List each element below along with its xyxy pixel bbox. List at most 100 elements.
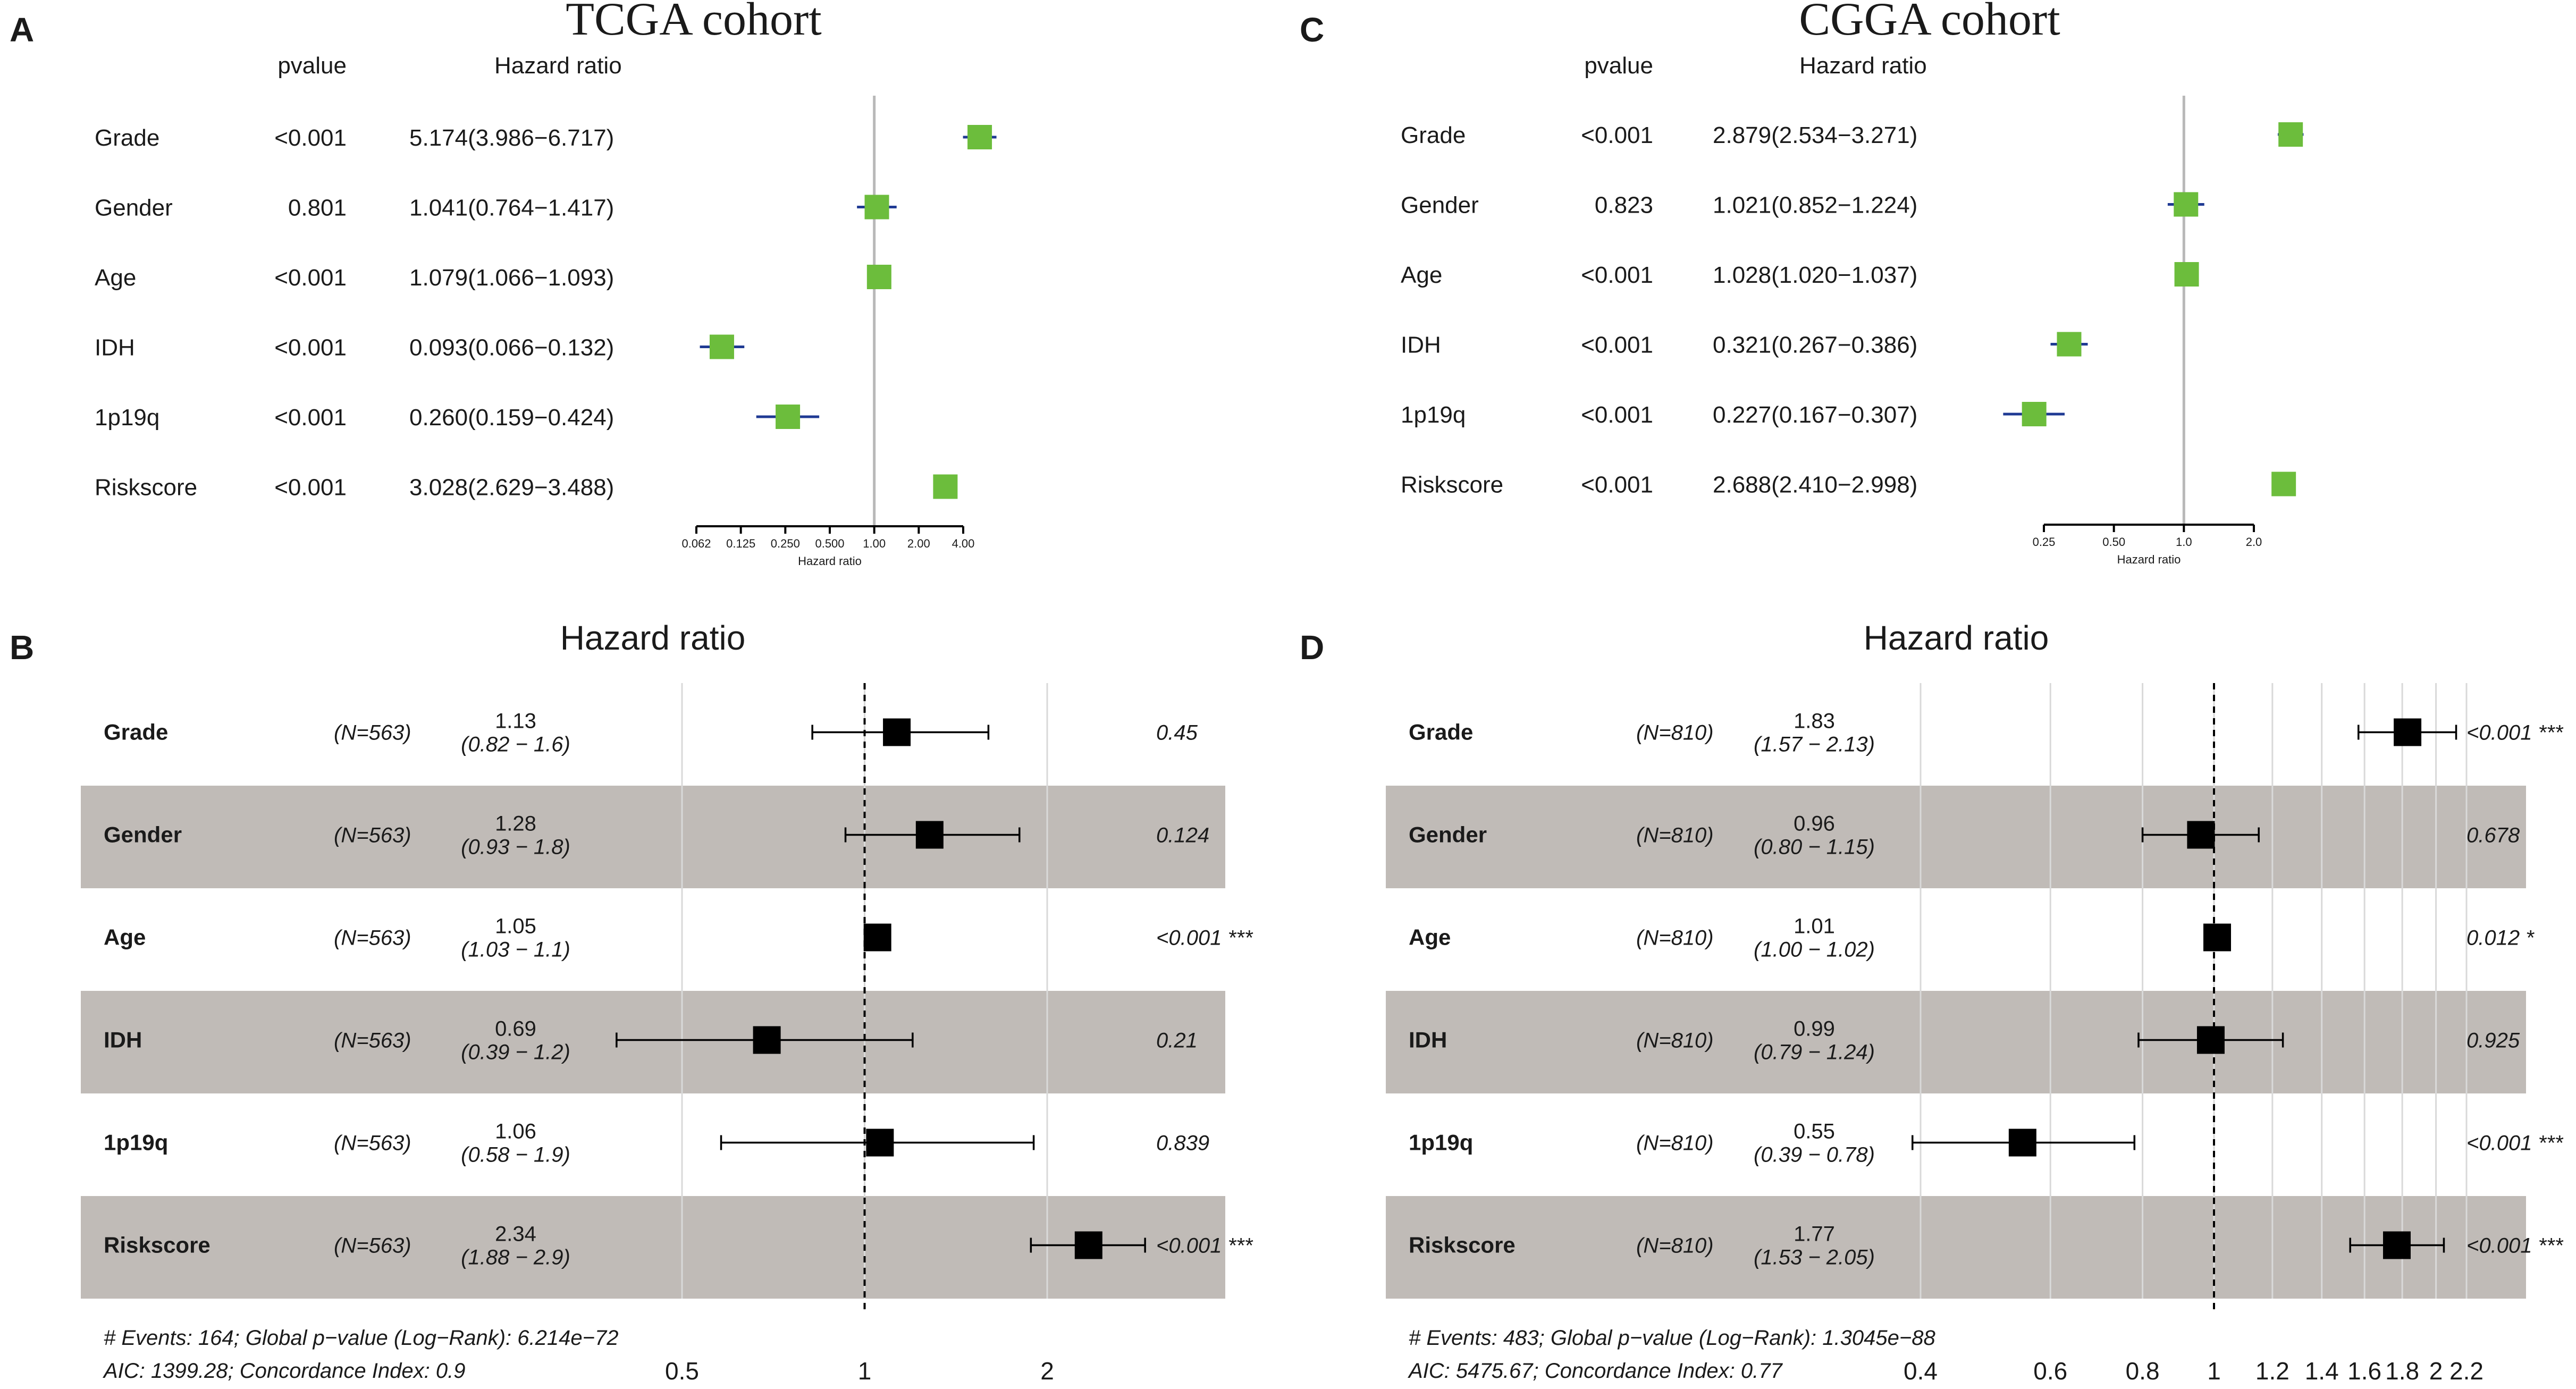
panel-title: TCGA cohort — [566, 0, 822, 45]
panel-title: CGGA cohort — [1799, 0, 2060, 45]
row-pvalue: 0.839 — [1156, 1132, 1209, 1155]
row-pvalue: <0.001 *** — [1156, 927, 1253, 950]
row-ci-text: (0.79 − 1.24) — [1754, 1041, 1875, 1064]
row-pvalue: 0.21 — [1156, 1029, 1198, 1053]
panel-d: D Hazard ratio Grade (N=810) 1.83(1.57 − 2.1… — [1300, 619, 2564, 1385]
row-label: Riskscore — [95, 475, 197, 501]
x-tick-label: 1.0 — [2176, 535, 2192, 549]
row-pvalue: <0.001 — [1581, 332, 1653, 358]
row-label: Age — [1401, 262, 1442, 288]
row-label: Gender — [1409, 822, 1487, 847]
hr-marker — [883, 718, 911, 746]
forest-row: Gender 0.823 1.021(0.852−1.224) — [1401, 192, 2204, 218]
forest-row: IDH <0.001 0.093(0.066−0.132) — [95, 334, 745, 361]
row-ci-text: (0.80 − 1.15) — [1754, 836, 1875, 859]
x-tick-label: 0.8 — [2126, 1357, 2160, 1385]
row-pvalue: <0.001 *** — [1156, 1234, 1253, 1258]
row-n: (N=810) — [1636, 1132, 1714, 1155]
hr-marker — [933, 474, 958, 499]
row-hr-value: 0.99 — [1794, 1017, 1835, 1041]
row-label: 1p19q — [95, 405, 159, 431]
row-ci-text: (1.57 − 2.13) — [1754, 733, 1875, 756]
row-pvalue: <0.001 — [274, 405, 347, 431]
x-tick-label: 4.00 — [952, 537, 975, 550]
x-tick-label: 2 — [1040, 1357, 1054, 1385]
row-label: Riskscore — [104, 1233, 211, 1258]
forest-row: IDH (N=563) 0.69(0.39 − 1.2) 0.21 — [104, 1017, 1198, 1064]
row-pvalue: <0.001 — [274, 265, 347, 291]
x-tick-label: 1.00 — [863, 537, 886, 550]
row-n: (N=810) — [1636, 927, 1714, 950]
row-label: Riskscore — [1401, 472, 1503, 498]
row-pvalue: 0.925 — [2466, 1029, 2520, 1053]
hr-marker — [915, 821, 944, 849]
x-tick-label: 0.50 — [2102, 535, 2125, 549]
panel-letter-d: D — [1300, 628, 1324, 667]
row-hazard-ratio-text: 1.041(0.764−1.417) — [409, 195, 614, 221]
row-hr-value: 1.13 — [495, 710, 536, 733]
row-pvalue: <0.001 — [1581, 402, 1653, 428]
forest-row: Grade (N=810) 1.83(1.57 − 2.13) <0.001 *** — [1409, 710, 2564, 756]
x-tick-label: 2.0 — [2246, 535, 2262, 549]
forest-row: Grade (N=563) 1.13(0.82 − 1.6) 0.45 — [104, 710, 1198, 756]
forest-row: Grade <0.001 5.174(3.986−6.717) — [95, 125, 997, 151]
row-n: (N=810) — [1636, 1234, 1714, 1258]
forest-row: Age (N=563) 1.05(1.03 − 1.1) <0.001 *** — [104, 915, 1253, 962]
row-ci-text: (0.93 − 1.8) — [461, 836, 570, 859]
row-hazard-ratio-text: 1.028(1.020−1.037) — [1713, 262, 1917, 288]
x-tick-label: 1.4 — [2305, 1357, 2339, 1385]
row-pvalue: 0.124 — [1156, 824, 1209, 847]
row-hr-value: 1.01 — [1794, 915, 1835, 938]
row-n: (N=810) — [1636, 1029, 1714, 1053]
row-label: Gender — [95, 195, 173, 221]
panel-letter-c: C — [1300, 11, 1324, 49]
x-tick-label: 0.25 — [2033, 535, 2056, 549]
hr-marker — [2008, 1129, 2036, 1157]
forest-row: 1p19q <0.001 0.227(0.167−0.307) — [1401, 402, 2065, 428]
hr-marker — [866, 265, 891, 289]
row-stripe — [81, 786, 1225, 888]
row-label: 1p19q — [104, 1130, 168, 1155]
row-hr-value: 2.34 — [495, 1223, 536, 1246]
x-tick-label: 1.8 — [2385, 1357, 2419, 1385]
forest-row: Riskscore <0.001 2.688(2.410−2.998) — [1401, 472, 2296, 498]
row-n: (N=810) — [1636, 824, 1714, 847]
row-pvalue: 0.45 — [1156, 721, 1198, 745]
x-tick-label: 0.125 — [726, 537, 755, 550]
row-n: (N=563) — [334, 1234, 411, 1258]
x-tick-label: 0.4 — [1904, 1357, 1938, 1385]
row-hr-value: 1.83 — [1794, 710, 1835, 733]
hr-marker — [967, 125, 992, 149]
row-pvalue: 0.678 — [2466, 824, 2520, 847]
row-pvalue: <0.001 — [1581, 122, 1653, 148]
column-header-hazard-ratio: Hazard ratio — [1799, 53, 1927, 79]
row-hr-value: 1.06 — [495, 1120, 536, 1143]
x-tick-label: 1 — [858, 1357, 872, 1385]
row-ci-text: (1.53 − 2.05) — [1754, 1246, 1875, 1269]
row-label: Gender — [1401, 192, 1479, 218]
column-header-pvalue: pvalue — [1584, 53, 1653, 79]
x-axis-label: Hazard ratio — [2117, 553, 2181, 566]
x-tick-label: 2 — [2429, 1357, 2443, 1385]
forest-row: Gender (N=563) 1.28(0.93 − 1.8) 0.124 — [104, 812, 1209, 859]
row-label: 1p19q — [1401, 402, 1466, 428]
row-pvalue: <0.001 — [1581, 262, 1653, 288]
x-tick-label: 2.00 — [907, 537, 930, 550]
panel-a: A TCGA cohort pvalue Hazard ratio Grade <0.00… — [10, 0, 997, 568]
row-hr-value: 1.28 — [495, 812, 536, 836]
x-tick-label: 1.2 — [2255, 1357, 2289, 1385]
row-pvalue: <0.001 *** — [2466, 721, 2564, 745]
forest-row: Age <0.001 1.079(1.066−1.093) — [95, 265, 891, 291]
row-hazard-ratio-text: 2.879(2.534−3.271) — [1713, 122, 1917, 148]
footer-aic: AIC: 5475.67; Concordance Index: 0.77 — [1408, 1359, 1783, 1383]
forest-row: Riskscore (N=563) 2.34(1.88 − 2.9) <0.001 *… — [104, 1223, 1253, 1269]
forest-row: Grade <0.001 2.879(2.534−3.271) — [1401, 122, 2304, 148]
row-hr-value: 0.96 — [1794, 812, 1835, 836]
hr-marker — [1074, 1231, 1102, 1259]
row-pvalue: <0.001 — [274, 125, 347, 151]
row-pvalue: <0.001 *** — [2466, 1234, 2564, 1258]
forest-row: IDH (N=810) 0.99(0.79 − 1.24) 0.925 — [1409, 1017, 2520, 1064]
x-tick-label: 2.2 — [2449, 1357, 2484, 1385]
row-n: (N=563) — [334, 1132, 411, 1155]
hr-marker — [2196, 1026, 2225, 1054]
